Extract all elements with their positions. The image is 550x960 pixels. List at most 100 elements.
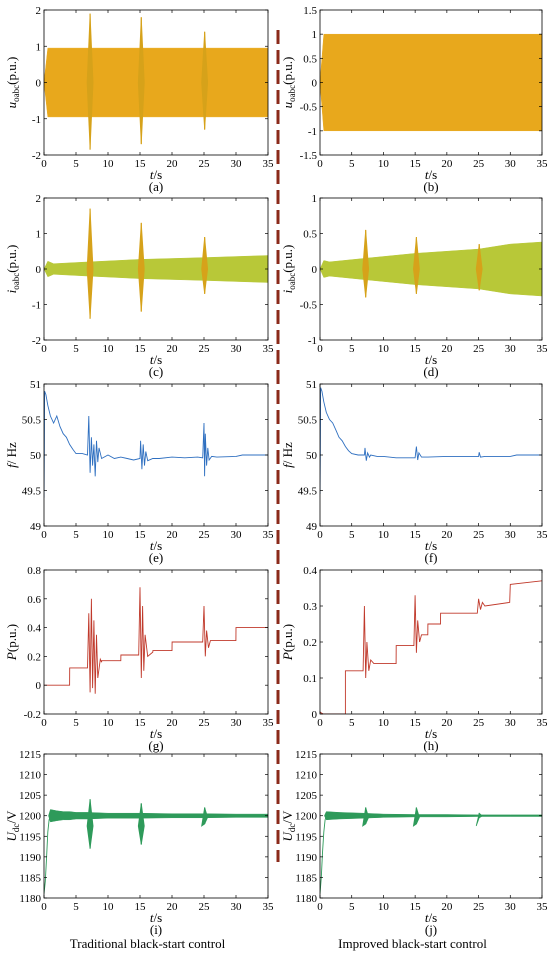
y-tick-label: 1190	[19, 852, 41, 864]
y-tick-label: 49	[306, 521, 318, 533]
x-tick-label: 35	[537, 717, 549, 729]
series-line	[44, 815, 51, 894]
left-caption: Traditional black-start control	[69, 936, 226, 951]
x-tick-label: 5	[73, 717, 79, 729]
x-tick-label: 15	[410, 529, 422, 541]
y-axis-label: ioabc(p.u.)	[280, 245, 297, 294]
y-tick-label: -1	[32, 300, 41, 312]
plot-area	[320, 807, 542, 894]
y-tick-label: 1205	[19, 790, 42, 802]
y-tick-label: 1	[36, 41, 42, 53]
x-tick-label: 20	[441, 529, 453, 541]
x-tick-label: 25	[473, 529, 485, 541]
y-tick-label: 0	[312, 78, 318, 90]
series-band	[44, 255, 268, 283]
x-tick-label: 35	[263, 717, 275, 729]
x-tick-label: 35	[537, 529, 549, 541]
x-tick-label: 20	[167, 343, 179, 355]
plot-area	[44, 799, 268, 894]
y-tick-label: 0.5	[303, 53, 317, 65]
y-tick-label: 1	[36, 229, 42, 241]
x-tick-label: 20	[441, 717, 453, 729]
x-tick-label: 5	[73, 158, 79, 170]
series-line	[320, 815, 327, 894]
x-tick-label: 0	[317, 343, 323, 355]
y-tick-label: 0.8	[27, 565, 41, 577]
panel-label: (f)	[425, 550, 438, 565]
panel-label: (e)	[149, 550, 163, 565]
y-tick-label: -0.5	[300, 102, 318, 114]
x-tick-label: 0	[41, 343, 47, 355]
chart-panel-a: 0 5 10 15 20 25 30 35 -2 -1 0 1 2 t/s(a) uoabc(p.u.)	[4, 5, 274, 194]
x-tick-label: 10	[378, 343, 390, 355]
x-tick-label: 20	[167, 529, 179, 541]
y-tick-label: 1180	[295, 893, 317, 905]
x-tick-label: 20	[441, 158, 453, 170]
x-tick-label: 10	[378, 717, 390, 729]
y-tick-label: -0.2	[24, 709, 41, 721]
series-line	[320, 580, 542, 714]
x-tick-label: 25	[473, 901, 485, 913]
panel-label: (j)	[425, 922, 437, 937]
plot-area	[44, 13, 268, 150]
y-tick-label: -1	[32, 114, 41, 126]
y-tick-label: 2	[36, 5, 42, 17]
panel-label: (i)	[150, 922, 162, 937]
y-tick-label: 0.6	[27, 594, 41, 606]
x-tick-label: 25	[473, 158, 485, 170]
x-axis-label: t/s	[150, 910, 162, 925]
x-tick-label: 15	[410, 717, 422, 729]
x-tick-label: 20	[167, 901, 179, 913]
y-axis-label: uoabc(p.u.)	[4, 57, 21, 109]
y-tick-label: 1195	[19, 831, 41, 843]
x-tick-label: 15	[410, 343, 422, 355]
x-tick-label: 35	[263, 529, 275, 541]
x-tick-label: 30	[505, 529, 517, 541]
x-tick-label: 0	[41, 717, 47, 729]
y-tick-label: 1200	[19, 811, 42, 823]
plot-area	[44, 390, 268, 498]
plot-area	[320, 33, 542, 132]
y-tick-label: -1.5	[300, 150, 318, 162]
series-band	[320, 241, 542, 297]
plot-area	[44, 208, 268, 319]
plot-area	[320, 229, 542, 298]
x-axis-label: t/s	[425, 910, 437, 925]
x-tick-label: 10	[103, 901, 115, 913]
y-tick-label: 1200	[295, 811, 318, 823]
x-tick-label: 15	[135, 343, 147, 355]
x-tick-label: 15	[410, 901, 422, 913]
chart-panel-j: 0 5 10 15 20 25 30 35 1180 1185 1190 1195 1200 1205 12…	[280, 749, 548, 937]
panel-label: (b)	[423, 179, 438, 194]
x-axis-label: t/s	[150, 538, 162, 553]
y-axis-label: f/ Hz	[280, 442, 295, 468]
y-axis-label: P(p.u.)	[280, 624, 295, 661]
y-tick-label: 1	[312, 193, 318, 205]
y-tick-label: 1205	[295, 790, 318, 802]
chart-panel-f: 0 5 10 15 20 25 30 35 49 49.5 50 50.5 51 t/s(f) f/ Hz	[280, 379, 548, 565]
panel-label: (c)	[149, 364, 163, 379]
y-tick-label: 49	[30, 521, 42, 533]
panel-label: (a)	[149, 179, 163, 194]
x-tick-label: 0	[317, 529, 323, 541]
y-tick-label: 1210	[19, 770, 42, 782]
x-tick-label: 0	[317, 158, 323, 170]
x-tick-label: 25	[473, 343, 485, 355]
x-tick-label: 10	[378, 901, 390, 913]
x-tick-label: 30	[231, 343, 243, 355]
y-tick-label: 0	[36, 78, 42, 90]
x-tick-label: 30	[231, 901, 243, 913]
x-tick-label: 10	[103, 529, 115, 541]
transient-spike	[475, 812, 483, 827]
axes-box	[319, 383, 543, 527]
chart-panel-c: 0 5 10 15 20 25 30 35 -2 -1 0 1 2 t/s(c) ioabc(p.u.)	[4, 193, 274, 379]
y-tick-label: 1.5	[303, 5, 317, 17]
x-tick-label: 15	[135, 529, 147, 541]
chart-panel-d: 0 5 10 15 20 25 30 35 -1 -0.5 0 0.5 1 t/s(d) ioabc(p.u…	[280, 193, 548, 379]
chart-panel-i: 0 5 10 15 20 25 30 35 1180 1185 1190 1195 1200 1205 12…	[4, 749, 274, 937]
y-tick-label: 1210	[295, 770, 318, 782]
x-tick-label: 0	[41, 158, 47, 170]
x-tick-label: 25	[199, 343, 211, 355]
x-tick-label: 15	[135, 901, 147, 913]
y-tick-label: 1190	[295, 852, 317, 864]
